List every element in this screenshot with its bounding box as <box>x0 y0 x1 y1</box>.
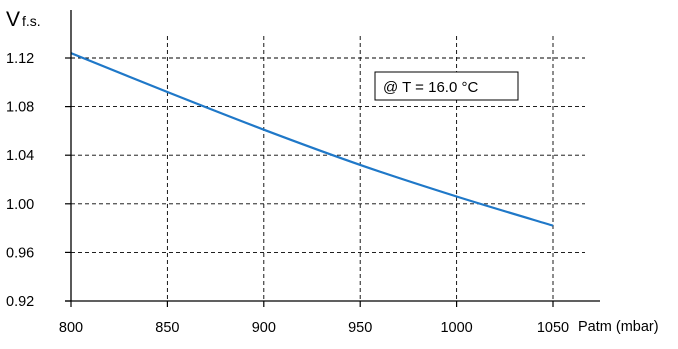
x-tick-label: 1000 <box>440 320 472 336</box>
x-tick-label: 950 <box>348 320 372 336</box>
x-tick-label: 850 <box>155 320 179 336</box>
y-tick-label: 1.12 <box>6 51 34 67</box>
y-tick-label: 0.96 <box>6 245 34 261</box>
y-ticks: 1.12 1.08 1.04 1.00 0.96 0.92 <box>6 51 71 310</box>
x-tick-label: 800 <box>59 320 83 336</box>
x-ticks: 800 850 900 950 1000 1050 <box>59 301 569 336</box>
y-axis-label-sub: f.s. <box>22 13 41 29</box>
x-tick-label: 1050 <box>537 320 569 336</box>
y-tick-label: 1.00 <box>6 197 34 213</box>
annotation-box: @ T = 16.0 °C <box>374 71 519 101</box>
y-tick-label: 1.04 <box>6 148 34 164</box>
y-tick-label: 1.08 <box>6 100 34 116</box>
y-tick-label: 0.92 <box>6 294 34 310</box>
x-tick-label: 900 <box>252 320 276 336</box>
y-axis-label-main: V <box>6 8 20 31</box>
annotation-text: @ T = 16.0 °C <box>383 79 478 96</box>
x-axis-label: Patm (mbar) <box>578 319 659 335</box>
series-line <box>70 52 554 227</box>
